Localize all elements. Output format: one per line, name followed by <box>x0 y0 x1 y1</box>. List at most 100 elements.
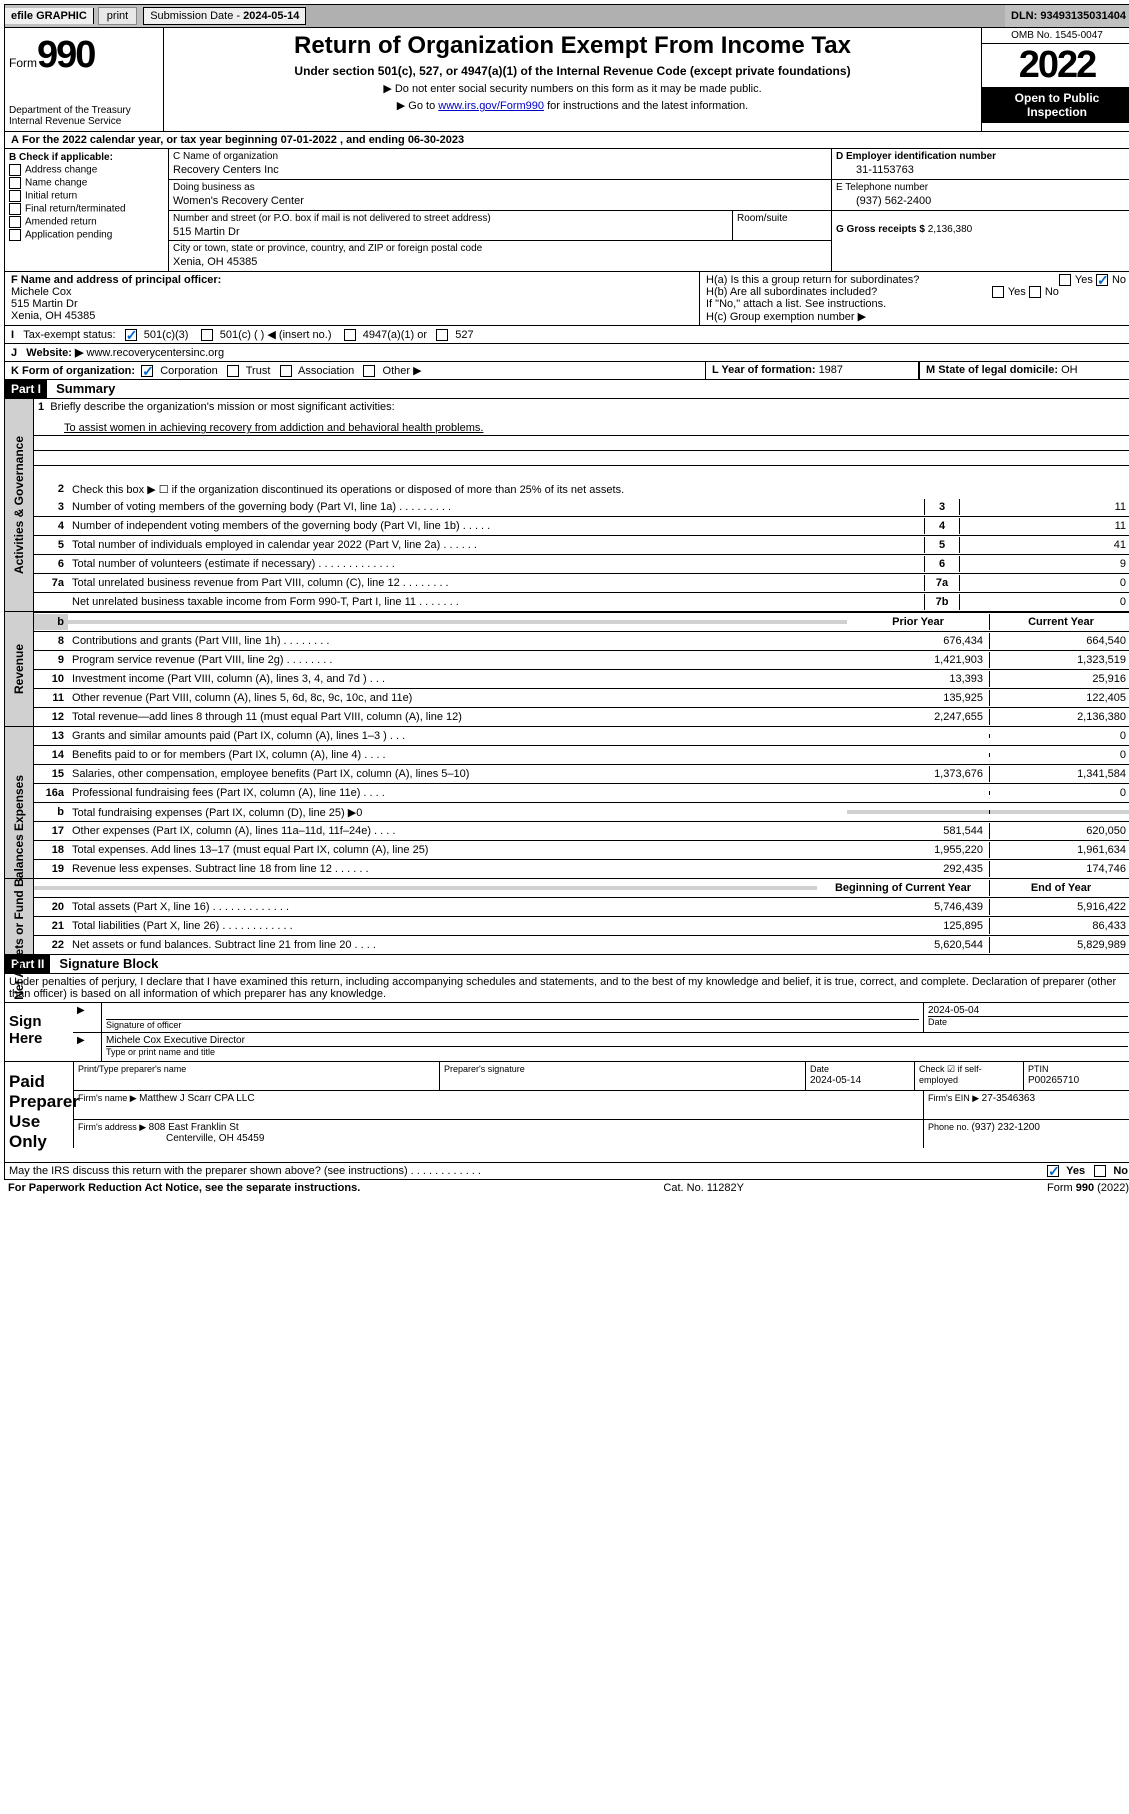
summary-line: Net unrelated business taxable income fr… <box>34 593 1129 611</box>
phone-block: E Telephone number (937) 562-2400 <box>832 180 1129 211</box>
line-klm: K Form of organization: Corporation Trus… <box>4 362 1129 380</box>
checkbox-527[interactable] <box>436 329 448 341</box>
part2-title: Signature Block <box>53 954 164 973</box>
city-block: City or town, state or province, country… <box>169 241 831 271</box>
checkbox-address-change[interactable] <box>9 164 21 176</box>
header-left: Form990 Department of the Treasury Inter… <box>5 28 164 131</box>
summary-line: 14Benefits paid to or for members (Part … <box>34 746 1129 765</box>
open-to-public: Open to Public Inspection <box>982 87 1129 123</box>
vtab-revenue: Revenue <box>5 612 34 726</box>
phone-value: (937) 562-2400 <box>836 195 1128 207</box>
checkbox-other[interactable] <box>363 365 375 377</box>
section-f: F Name and address of principal officer:… <box>5 272 699 325</box>
part1-header: Part I <box>5 380 47 398</box>
checkbox-discuss-yes[interactable] <box>1047 1165 1059 1177</box>
section-b-title: B Check if applicable: <box>9 152 164 163</box>
officer-addr1: 515 Martin Dr <box>11 298 78 310</box>
netassets-section: Net Assets or Fund Balances Beginning of… <box>4 879 1129 955</box>
form-number: 990 <box>37 34 94 76</box>
line-j: J Website: ▶ www.recoverycentersinc.org <box>4 344 1129 362</box>
tax-year-begin: 07-01-2022 <box>281 134 337 146</box>
checkbox-501c[interactable] <box>201 329 213 341</box>
firm-phone: (937) 232-1200 <box>972 1122 1040 1133</box>
street-block: Number and street (or P.O. box if mail i… <box>169 211 831 241</box>
tax-year: 2022 <box>982 44 1129 87</box>
hb-note: If "No," attach a list. See instructions… <box>706 298 1126 310</box>
summary-line: 3Number of voting members of the governi… <box>34 498 1129 517</box>
ein-value: 31-1153763 <box>836 164 1128 176</box>
line-i: I Tax-exempt status: 501(c)(3) 501(c) ( … <box>4 326 1129 344</box>
paid-preparer-label: Paid Preparer Use Only <box>5 1062 73 1162</box>
irs-link[interactable]: www.irs.gov/Form990 <box>438 100 544 112</box>
checkbox-final-return[interactable] <box>9 203 21 215</box>
checkbox-name-change[interactable] <box>9 177 21 189</box>
ein-block: D Employer identification number 31-1153… <box>832 149 1129 180</box>
firm-ein: 27-3546363 <box>982 1093 1035 1104</box>
gross-receipts: 2,136,380 <box>928 224 973 235</box>
irs-label: Internal Revenue Service <box>9 116 159 127</box>
header-mid: Return of Organization Exempt From Incom… <box>164 28 981 131</box>
prep-date: 2024-05-14 <box>810 1075 861 1086</box>
summary-line: 8Contributions and grants (Part VIII, li… <box>34 632 1129 651</box>
checkbox-assoc[interactable] <box>280 365 292 377</box>
line-a: A For the 2022 calendar year, or tax yea… <box>4 132 1129 149</box>
sig-date-value: 2024-05-04 <box>928 1005 1128 1016</box>
summary-line: 15Salaries, other compensation, employee… <box>34 765 1129 784</box>
summary-line: 19Revenue less expenses. Subtract line 1… <box>34 860 1129 878</box>
checkbox-hb-no[interactable] <box>1029 286 1041 298</box>
page-footer: For Paperwork Reduction Act Notice, see … <box>4 1180 1129 1196</box>
summary-line: 11Other revenue (Part VIII, column (A), … <box>34 689 1129 708</box>
officer-addr2: Xenia, OH 45385 <box>11 310 95 322</box>
form-footer: Form 990 (2022) <box>1047 1182 1129 1194</box>
dln-label: DLN: <box>1011 10 1040 22</box>
checkbox-app-pending[interactable] <box>9 229 21 241</box>
summary-line: 5Total number of individuals employed in… <box>34 536 1129 555</box>
bcd-block: B Check if applicable: Address change Na… <box>4 149 1129 272</box>
checkbox-4947[interactable] <box>344 329 356 341</box>
firm-name: Matthew J Scarr CPA LLC <box>139 1093 254 1104</box>
checkbox-amended[interactable] <box>9 216 21 228</box>
dln-box: DLN: 93493135031404 <box>1005 8 1129 24</box>
form-subtitle: Under section 501(c), 527, or 4947(a)(1)… <box>170 64 975 78</box>
summary-line: bTotal fundraising expenses (Part IX, co… <box>34 803 1129 822</box>
state-domicile: OH <box>1061 364 1078 376</box>
checkbox-501c3[interactable] <box>125 329 137 341</box>
checkbox-trust[interactable] <box>227 365 239 377</box>
checkbox-discuss-no[interactable] <box>1094 1165 1106 1177</box>
checkbox-corp[interactable] <box>141 365 153 377</box>
omb-number: OMB No. 1545-0047 <box>982 28 1129 44</box>
signature-block: Sign Here ▶ Signature of officer 2024-05… <box>4 1003 1129 1180</box>
dba-block: Doing business as Women's Recovery Cente… <box>169 180 831 211</box>
checkbox-hb-yes[interactable] <box>992 286 1004 298</box>
section-b: B Check if applicable: Address change Na… <box>5 149 169 271</box>
form-header: Form990 Department of the Treasury Inter… <box>4 28 1129 132</box>
part1-title: Summary <box>50 379 121 398</box>
part2-header-row: Part II Signature Block <box>4 955 1129 974</box>
governance-section: Activities & Governance 1 Briefly descri… <box>4 399 1129 612</box>
street-address: 515 Martin Dr <box>173 226 728 238</box>
part1-header-row: Part I Summary <box>4 380 1129 399</box>
form-title: Return of Organization Exempt From Incom… <box>170 32 975 60</box>
summary-line: 9Program service revenue (Part VIII, lin… <box>34 651 1129 670</box>
checkbox-ha-no[interactable] <box>1096 274 1108 286</box>
firm-addr2: Centerville, OH 45459 <box>78 1133 264 1144</box>
dept-treasury: Department of the Treasury <box>9 105 159 116</box>
ptin-value: P00265710 <box>1028 1075 1079 1086</box>
section-d: D Employer identification number 31-1153… <box>832 149 1129 271</box>
cat-number: Cat. No. 11282Y <box>663 1182 744 1194</box>
org-name: Recovery Centers Inc <box>173 164 827 176</box>
pra-notice: For Paperwork Reduction Act Notice, see … <box>8 1182 360 1194</box>
print-button[interactable]: print <box>98 7 137 25</box>
checkbox-initial-return[interactable] <box>9 190 21 202</box>
sign-here-label: Sign Here <box>5 1003 73 1061</box>
summary-line: 20Total assets (Part X, line 16) . . . .… <box>34 898 1129 917</box>
website-value: www.recoverycentersinc.org <box>87 347 225 359</box>
checkbox-ha-yes[interactable] <box>1059 274 1071 286</box>
officer-print-name: Michele Cox Executive Director <box>106 1035 1128 1046</box>
summary-line: 13Grants and similar amounts paid (Part … <box>34 727 1129 746</box>
officer-name: Michele Cox <box>11 286 72 298</box>
instruction-line-2: ▶ Go to www.irs.gov/Form990 for instruct… <box>170 99 975 112</box>
firm-addr1: 808 East Franklin St <box>149 1122 239 1133</box>
revenue-section: Revenue b Prior Year Current Year 8Contr… <box>4 612 1129 727</box>
topbar-spacer <box>306 5 1005 27</box>
